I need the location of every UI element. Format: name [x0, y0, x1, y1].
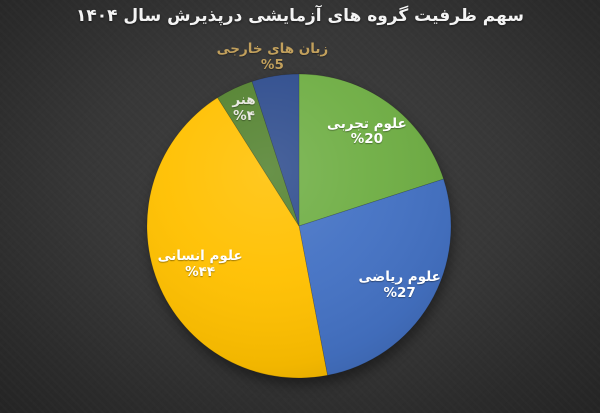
pie-shine-overlay [147, 74, 451, 378]
chart-title: سهم ظرفیت گروه های آزمایشی درپذیرش سال ۱… [75, 6, 525, 26]
